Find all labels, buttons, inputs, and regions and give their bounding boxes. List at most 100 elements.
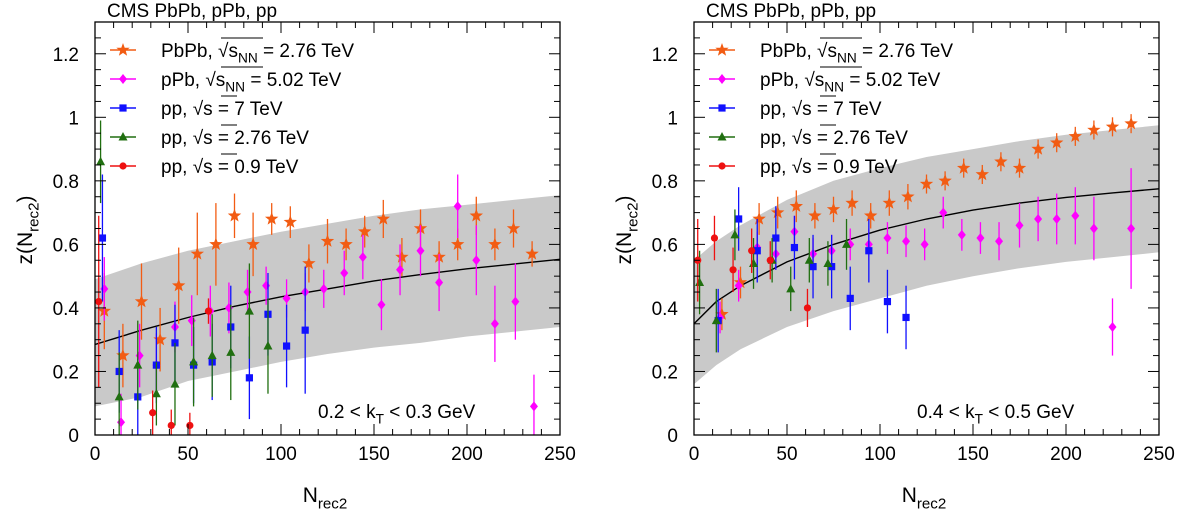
data-point-star bbox=[789, 199, 803, 212]
y-tick-label: 0.6 bbox=[53, 235, 79, 256]
data-point-diamond bbox=[435, 277, 444, 288]
y-tick-label: 0 bbox=[667, 426, 678, 447]
data-point-square bbox=[809, 263, 817, 271]
data-point-diamond bbox=[1127, 223, 1136, 234]
data-point-diamond bbox=[976, 233, 985, 244]
data-point-star bbox=[469, 208, 483, 222]
data-point-triangle bbox=[786, 283, 796, 293]
legend-label: pp, √s = 2.76 TeV bbox=[760, 128, 908, 149]
y-tick-label: 0 bbox=[68, 426, 79, 447]
y-axis-label: z(Nrec2) bbox=[14, 195, 42, 264]
data-point-star bbox=[209, 237, 223, 250]
data-point-circle bbox=[149, 409, 157, 417]
x-tick-label: 100 bbox=[864, 444, 896, 465]
data-point-diamond bbox=[282, 293, 291, 304]
data-point-diamond bbox=[396, 264, 405, 275]
legend-marker-diamond bbox=[718, 74, 726, 84]
data-point-triangle bbox=[96, 156, 106, 166]
legend-label: pp, √s = 7 TeV bbox=[760, 99, 882, 120]
data-point-star bbox=[246, 237, 260, 250]
data-point-star bbox=[376, 212, 390, 225]
data-point-triangle bbox=[133, 360, 143, 369]
data-point-diamond bbox=[920, 239, 929, 250]
plot-area bbox=[95, 120, 560, 435]
legend-marker-star bbox=[116, 43, 130, 56]
series-square bbox=[714, 187, 910, 353]
data-point-star bbox=[339, 237, 353, 250]
data-point-star bbox=[919, 177, 934, 190]
data-point-diamond bbox=[1034, 213, 1043, 224]
data-point-square bbox=[98, 234, 107, 242]
data-point-star bbox=[901, 189, 915, 203]
legend-marker-circle bbox=[718, 162, 726, 170]
data-point-star bbox=[153, 332, 167, 346]
data-point-diamond bbox=[358, 252, 367, 263]
data-point-diamond bbox=[1089, 223, 1098, 234]
series-triangle bbox=[96, 120, 273, 435]
data-point-triangle bbox=[804, 255, 814, 264]
legend-marker-circle bbox=[119, 162, 127, 170]
data-point-diamond bbox=[416, 245, 425, 256]
fit-curve bbox=[694, 188, 1159, 325]
legend-label: PbPb, √sNN = 2.76 TeV bbox=[760, 41, 953, 66]
data-point-triangle bbox=[244, 306, 254, 315]
data-point-diamond bbox=[846, 239, 855, 250]
data-point-star bbox=[1031, 142, 1045, 155]
x-tick-label: 100 bbox=[265, 444, 297, 465]
data-point-square bbox=[902, 313, 910, 322]
data-point-diamond bbox=[511, 296, 520, 307]
data-point-star bbox=[882, 196, 896, 209]
data-point-square bbox=[883, 297, 892, 306]
data-point-triangle bbox=[170, 379, 180, 388]
chart-panel-right: 0 50 100 150 200 250 0 0.2 0.4 0.6 0.8 1 1.2 Nrec2 z(N… bbox=[599, 0, 1197, 518]
data-point-star bbox=[975, 167, 989, 181]
data-point-triangle bbox=[189, 356, 199, 366]
data-point-star bbox=[1012, 161, 1027, 174]
legend-marker-diamond bbox=[119, 74, 127, 84]
data-point-star bbox=[1068, 129, 1082, 142]
data-point-star bbox=[938, 173, 952, 187]
data-point-star bbox=[845, 196, 859, 209]
data-point-star bbox=[506, 221, 521, 235]
data-point-star bbox=[227, 208, 242, 222]
chart-title: CMS PbPb, pPb, pp bbox=[706, 1, 876, 22]
data-point-diamond bbox=[1015, 220, 1024, 231]
y-tick-label: 1.2 bbox=[53, 45, 79, 66]
data-point-star bbox=[1050, 135, 1064, 149]
data-point-diamond bbox=[340, 267, 349, 278]
x-axis-label: Nrec2 bbox=[303, 484, 348, 512]
x-tick-label: 150 bbox=[957, 444, 989, 465]
x-tick-label: 0 bbox=[90, 444, 101, 465]
data-point-square bbox=[772, 234, 780, 242]
data-point-diamond bbox=[734, 280, 743, 291]
data-point-star bbox=[395, 250, 409, 263]
data-point-triangle bbox=[842, 239, 852, 248]
data-point-diamond bbox=[377, 299, 386, 310]
data-point-star bbox=[451, 237, 465, 250]
legend-marker-square bbox=[119, 104, 127, 112]
data-point-star bbox=[808, 208, 822, 222]
data-point-star bbox=[1105, 119, 1120, 133]
data-point-star bbox=[752, 212, 766, 225]
y-tick-label: 0.8 bbox=[53, 172, 79, 193]
data-point-star bbox=[134, 294, 149, 308]
data-point-diamond bbox=[319, 283, 328, 294]
x-tick-label: 50 bbox=[177, 444, 198, 465]
y-tick-label: 0.4 bbox=[53, 299, 80, 320]
data-point-circle bbox=[95, 297, 103, 306]
plot-area bbox=[694, 114, 1159, 385]
legend-label: pPb, √sNN = 5.02 TeV bbox=[161, 70, 342, 95]
legend-marker-square bbox=[718, 104, 726, 112]
data-point-triangle bbox=[114, 391, 124, 401]
data-point-circle bbox=[186, 421, 194, 430]
data-point-star bbox=[172, 278, 186, 292]
y-tick-label: 1 bbox=[667, 108, 678, 129]
data-point-circle bbox=[766, 256, 774, 264]
data-point-star bbox=[994, 154, 1008, 168]
data-point-square bbox=[790, 243, 799, 252]
data-point-star bbox=[320, 234, 335, 247]
y-tick-label: 0.4 bbox=[652, 299, 679, 320]
data-point-star bbox=[1124, 116, 1138, 130]
legend-marker-star bbox=[715, 43, 729, 56]
data-point-circle bbox=[748, 247, 756, 255]
